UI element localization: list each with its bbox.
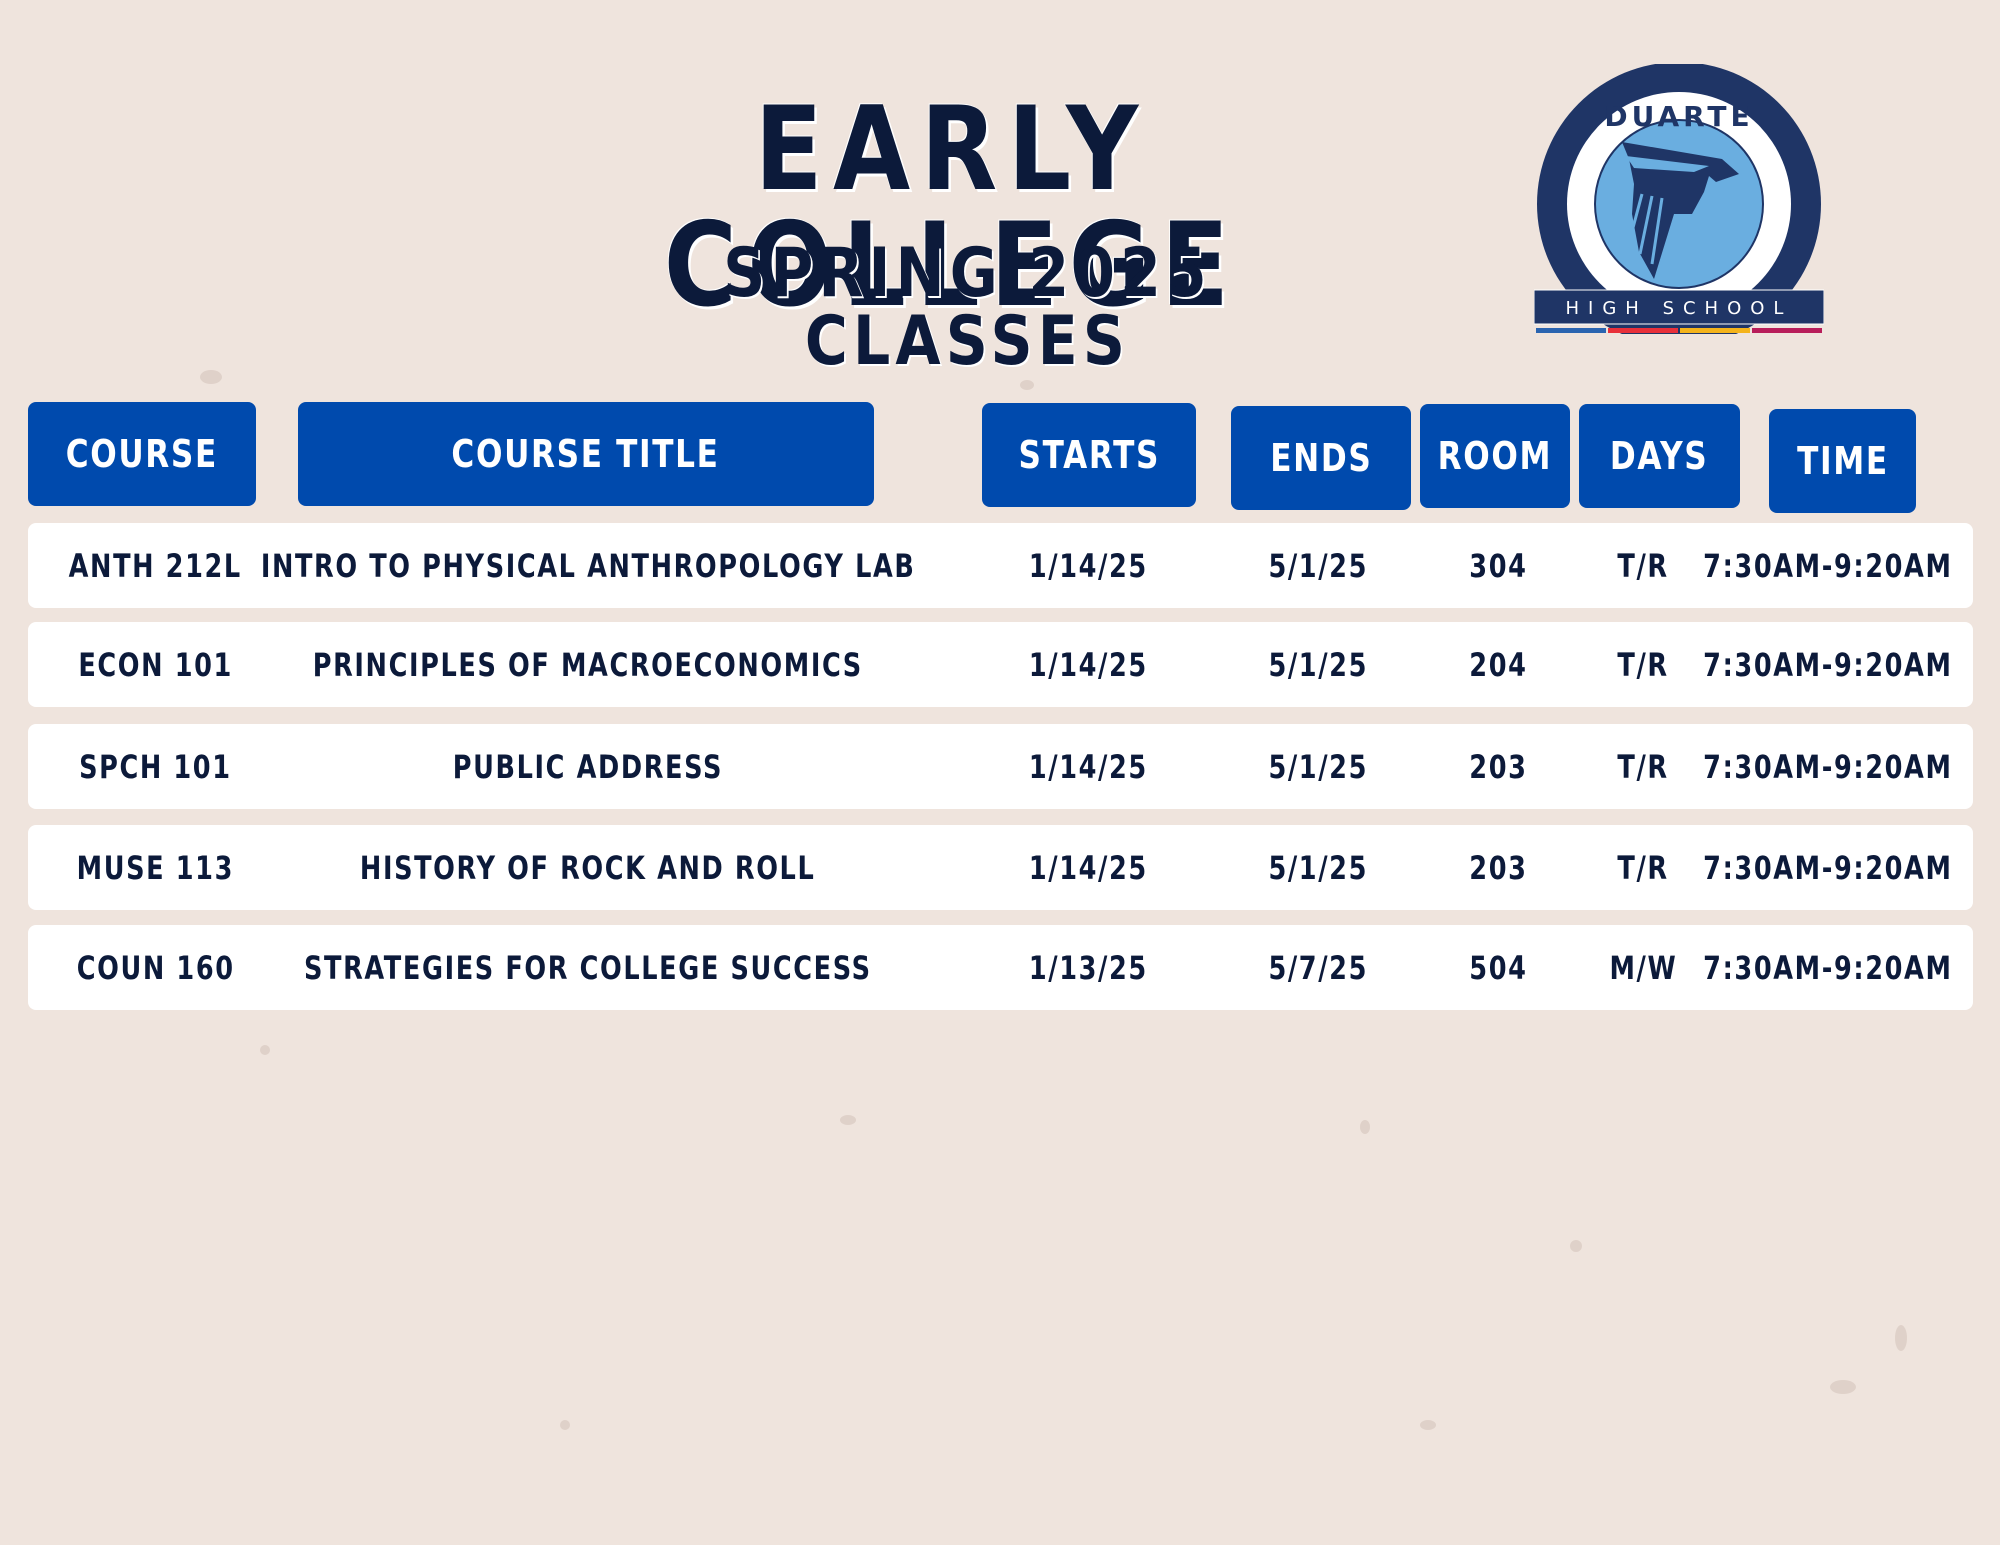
background-speck — [1420, 1420, 1436, 1430]
column-header-starts: STARTS — [982, 403, 1196, 507]
cell-title: PUBLIC ADDRESS — [452, 747, 724, 786]
cell-room: 203 — [1468, 848, 1528, 887]
falcon-crest-icon: DUARTE UNIFIED SCHOOL DISTRICT DUARTE HI… — [1533, 62, 1825, 346]
cell-room: 504 — [1468, 948, 1528, 987]
cell-starts: 1/13/25 — [1028, 948, 1148, 987]
cell-title: INTRO TO PHYSICAL ANTHROPOLOGY LAB — [260, 546, 916, 585]
background-speck — [840, 1115, 856, 1125]
cell-ends: 5/1/25 — [1268, 747, 1368, 786]
cell-starts: 1/14/25 — [1028, 645, 1148, 684]
cell-starts: 1/14/25 — [1028, 848, 1148, 887]
cell-time: 7:30AM-9:20AM — [1703, 747, 1953, 786]
cell-starts: 1/14/25 — [1028, 546, 1148, 585]
cell-days: T/R — [1617, 546, 1669, 585]
table-row: ECON 101 PRINCIPLES OF MACROECONOMICS 1/… — [28, 622, 1973, 707]
column-header-time: TIME — [1769, 409, 1916, 513]
cell-time: 7:30AM-9:20AM — [1703, 546, 1953, 585]
cell-days: T/R — [1617, 645, 1669, 684]
cell-days: T/R — [1617, 747, 1669, 786]
cell-title: PRINCIPLES OF MACROECONOMICS — [312, 645, 864, 684]
background-speck — [1020, 380, 1034, 390]
column-header-room: ROOM — [1420, 404, 1570, 508]
background-speck — [1570, 1240, 1582, 1252]
background-speck — [560, 1420, 570, 1430]
background-speck — [1895, 1325, 1907, 1351]
cell-ends: 5/1/25 — [1268, 546, 1368, 585]
cell-ends: 5/7/25 — [1268, 948, 1368, 987]
cell-days: T/R — [1617, 848, 1669, 887]
background-speck — [260, 1045, 270, 1055]
cell-ends: 5/1/25 — [1268, 645, 1368, 684]
column-header-days: DAYS — [1579, 404, 1740, 508]
column-header-course: COURSE — [28, 402, 256, 506]
table-row: COUN 160 STRATEGIES FOR COLLEGE SUCCESS … — [28, 925, 1973, 1010]
cell-course: ECON 101 — [78, 645, 233, 684]
background-speck — [200, 370, 222, 384]
logo-banner: HIGH SCHOOL — [1566, 298, 1793, 319]
cell-time: 7:30AM-9:20AM — [1703, 848, 1953, 887]
cell-course: ANTH 212L — [68, 546, 243, 585]
cell-ends: 5/1/25 — [1268, 848, 1368, 887]
table-row: MUSE 113 HISTORY OF ROCK AND ROLL 1/14/2… — [28, 825, 1973, 910]
cell-room: 204 — [1468, 645, 1528, 684]
page-title: EARLY COLLEGE — [663, 82, 1240, 333]
cell-course: COUN 160 — [76, 948, 235, 987]
cell-course: MUSE 113 — [76, 848, 235, 887]
background-speck — [1360, 1120, 1370, 1134]
table-row: ANTH 212L INTRO TO PHYSICAL ANTHROPOLOGY… — [28, 523, 1973, 608]
cell-course: SPCH 101 — [79, 747, 232, 786]
cell-room: 304 — [1468, 546, 1528, 585]
logo-name: DUARTE — [1604, 100, 1753, 133]
cell-title: STRATEGIES FOR COLLEGE SUCCESS — [304, 948, 872, 987]
cell-days: M/W — [1609, 948, 1677, 987]
cell-starts: 1/14/25 — [1028, 747, 1148, 786]
table-row: SPCH 101 PUBLIC ADDRESS 1/14/25 5/1/25 2… — [28, 724, 1973, 809]
cell-time: 7:30AM-9:20AM — [1703, 645, 1953, 684]
school-logo: DUARTE UNIFIED SCHOOL DISTRICT DUARTE HI… — [1533, 62, 1825, 346]
background-speck — [1830, 1380, 1856, 1394]
cell-room: 203 — [1468, 747, 1528, 786]
page-subtitle: SPRING 2025 CLASSES — [723, 234, 1212, 381]
column-header-course-title: COURSE TITLE — [298, 402, 874, 506]
cell-title: HISTORY OF ROCK AND ROLL — [360, 848, 816, 887]
column-header-ends: ENDS — [1231, 406, 1411, 510]
cell-time: 7:30AM-9:20AM — [1703, 948, 1953, 987]
